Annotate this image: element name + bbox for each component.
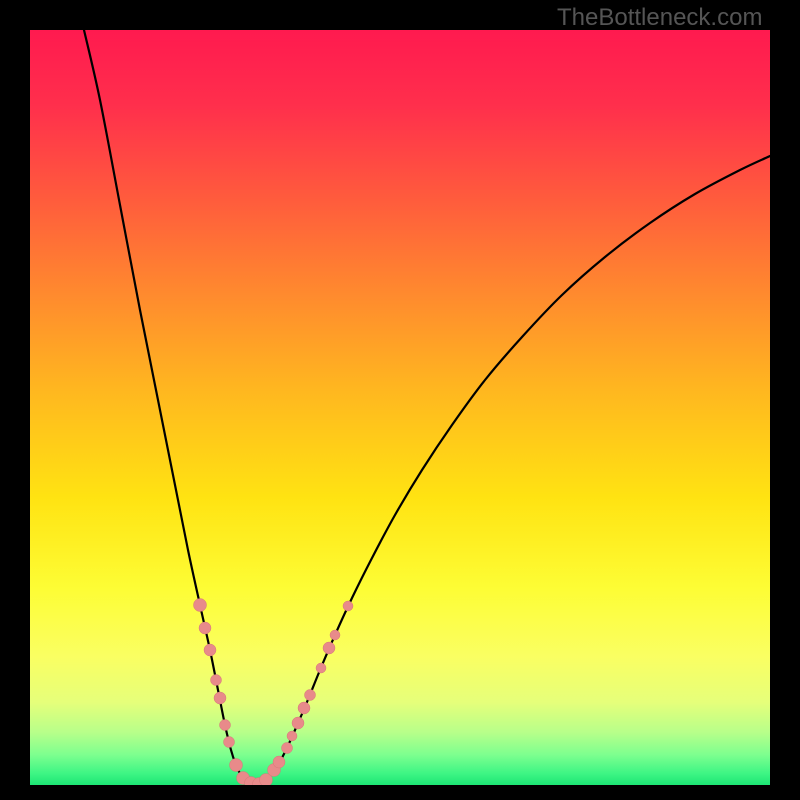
data-point-marker	[292, 717, 304, 729]
data-point-marker	[305, 690, 316, 701]
data-point-marker	[273, 756, 285, 768]
data-point-marker	[230, 759, 243, 772]
data-point-marker	[330, 630, 340, 640]
curves-layer	[30, 30, 770, 785]
data-point-marker	[282, 743, 293, 754]
curve-path	[256, 156, 770, 785]
watermark-text: TheBottleneck.com	[557, 4, 762, 32]
curve-path	[84, 30, 256, 785]
data-point-marker	[194, 599, 207, 612]
data-point-marker	[204, 644, 216, 656]
chart-container: TheBottleneck.com	[0, 0, 800, 800]
data-point-marker	[298, 702, 310, 714]
plot-area	[30, 30, 770, 785]
data-point-marker	[323, 642, 335, 654]
data-point-marker	[316, 663, 326, 673]
data-point-marker	[224, 737, 235, 748]
data-point-marker	[214, 692, 226, 704]
data-point-marker	[220, 720, 231, 731]
data-point-marker	[343, 601, 353, 611]
data-point-marker	[211, 675, 222, 686]
data-point-marker	[199, 622, 211, 634]
data-point-marker	[287, 731, 297, 741]
